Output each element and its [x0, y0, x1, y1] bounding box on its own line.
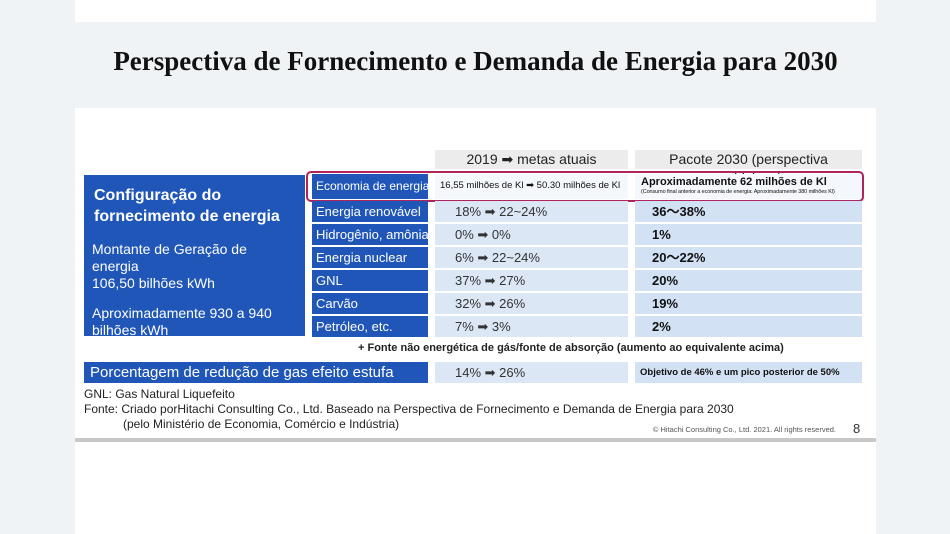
footnote-gnl: GNL: Gas Natural Liquefeito	[84, 387, 235, 401]
row-ambitious: 20～22%	[635, 247, 862, 268]
footnote-source: Fonte: Criado porHitachi Consulting Co.,…	[84, 402, 734, 416]
row-current: 7% ➡ 3%	[435, 316, 628, 337]
row-label: Energia nuclear	[312, 247, 428, 268]
supply-config-box: Configuração do fornecimento de energia M…	[84, 175, 305, 339]
title-line: fornecimento de energia	[94, 208, 280, 225]
supply-config-title: Configuração do fornecimento de energia	[94, 185, 297, 227]
row-ambitious: 20%	[635, 270, 862, 291]
non-energy-note: + Fonte não energética de gás/fonte de a…	[358, 342, 784, 354]
row-ambitious: 2%	[635, 316, 862, 337]
ghg-label: Porcentagem de redução de gas efeito est…	[84, 362, 428, 383]
row-ambitious: 19%	[635, 293, 862, 314]
text-line: Aproximadamente 930 a 940	[92, 305, 272, 321]
ambitious-note: (Consumo final anterior a economia de en…	[641, 189, 835, 195]
row-current: 18% ➡ 22~24%	[435, 201, 628, 222]
row-current: 0% ➡ 0%	[435, 224, 628, 245]
text-line: Montante de Geração de energia	[92, 241, 247, 274]
slide-bottom-divider	[75, 438, 876, 442]
row-label: Petróleo, etc.	[312, 316, 428, 337]
text-line: bilhões kWh	[92, 322, 169, 338]
row-label: Economia de energia	[312, 174, 428, 199]
title-line: Configuração do	[94, 187, 222, 204]
row-label: Energia renovável	[312, 201, 428, 222]
row-current: 6% ➡ 22~24%	[435, 247, 628, 268]
ghg-current: 14% ➡ 26%	[435, 362, 628, 383]
footnote-source-2: (pelo Ministério de Economia, Comércio e…	[123, 417, 400, 431]
text-line: 106,50 bilhões kWh	[92, 275, 215, 291]
row-ambitious: 36～38%	[635, 201, 862, 222]
page-title: Perspectiva de Fornecimento e Demanda de…	[113, 46, 838, 76]
header-ambitious: Pacote 2030 (perspectiva ambiciosa)	[635, 150, 862, 186]
top-strip	[75, 0, 876, 22]
ambitious-value: Aproximadamente 62 milhões de Kl	[641, 176, 827, 188]
row-current: 37% ➡ 27%	[435, 270, 628, 291]
copyright: © Hitachi Consulting Co., Ltd. 2021. All…	[652, 425, 836, 434]
row-current: 16,55 milhões de Kl ➡ 50.30 milhões de K…	[435, 174, 628, 199]
row-label: Hidrogênio, amônia	[312, 224, 428, 245]
row-current: 32% ➡ 26%	[435, 293, 628, 314]
header-current: 2019 ➡ metas atuais	[435, 150, 628, 169]
row-ambitious: 1%	[635, 224, 862, 245]
title-band	[75, 22, 876, 108]
row-label: Carvão	[312, 293, 428, 314]
ghg-ambitious: Objetivo de 46% e um pico posterior de 5…	[635, 362, 862, 383]
row-label: GNL	[312, 270, 428, 291]
generation-amount: Montante de Geração de energia 106,50 bil…	[92, 241, 297, 292]
page-number: 8	[853, 421, 861, 436]
approx-amount: Aproximadamente 930 a 940 bilhões kWh	[92, 305, 297, 339]
row-ambitious: Aproximadamente 62 milhões de Kl (Consum…	[635, 174, 862, 199]
